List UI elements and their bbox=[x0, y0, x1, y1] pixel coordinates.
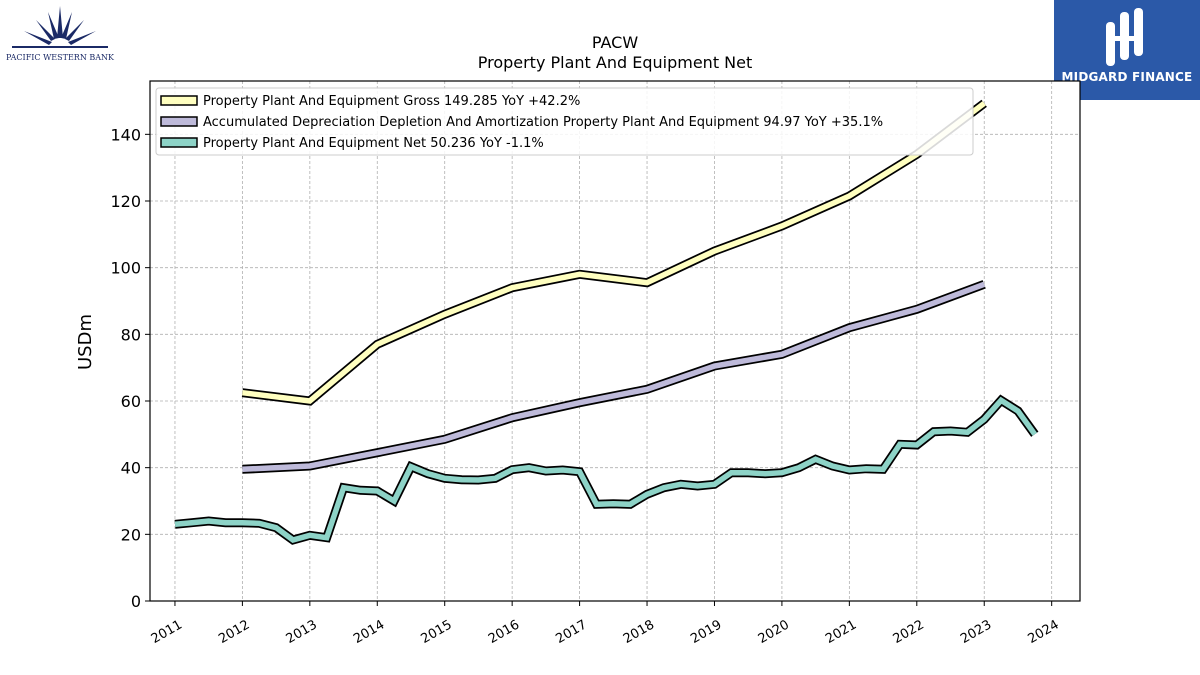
x-tick-label: 2014 bbox=[351, 617, 387, 647]
y-tick-label: 20 bbox=[121, 525, 141, 544]
pacific-western-bank-logo bbox=[12, 6, 108, 48]
x-tick-label: 2016 bbox=[486, 617, 522, 647]
series-line-1 bbox=[242, 101, 986, 404]
legend-entry: Accumulated Depreciation Depletion And A… bbox=[203, 115, 883, 130]
chart-subtitle: Property Plant And Equipment Net bbox=[477, 53, 753, 72]
y-tick-label: 80 bbox=[121, 325, 141, 344]
x-tick-label: 2018 bbox=[621, 617, 657, 647]
x-tick-label: 2021 bbox=[823, 617, 859, 647]
y-tick-label: 120 bbox=[110, 192, 141, 211]
plot-background bbox=[150, 81, 1080, 601]
legend-box bbox=[155, 87, 974, 156]
y-tick-label: 140 bbox=[110, 125, 141, 144]
x-tick-label: 2013 bbox=[284, 617, 320, 647]
legend-entry: Property Plant And Equipment Gross 149.2… bbox=[203, 94, 580, 109]
legend-swatch bbox=[160, 95, 198, 106]
x-tick-label: 2012 bbox=[216, 617, 252, 647]
left-logo-text: PACIFIC WESTERN BANK bbox=[6, 53, 114, 62]
x-tick-label: 2015 bbox=[419, 617, 455, 647]
y-tick-label: 100 bbox=[110, 259, 141, 278]
x-tick-label: 2023 bbox=[958, 617, 994, 647]
y-tick-label: 0 bbox=[131, 592, 141, 611]
x-tick-label: 2022 bbox=[891, 617, 927, 647]
series-line-3 bbox=[174, 396, 1038, 544]
legend-swatch bbox=[160, 116, 198, 127]
chart-title: PACW bbox=[591, 33, 639, 52]
right-logo-text: MIDGARD FINANCE bbox=[1061, 70, 1193, 84]
x-tick-label: 2017 bbox=[553, 617, 589, 647]
y-tick-label: 40 bbox=[121, 459, 141, 478]
y-tick-label: 60 bbox=[121, 392, 141, 411]
y-axis-label: USDm bbox=[75, 314, 96, 370]
x-tick-label: 2024 bbox=[1026, 617, 1062, 647]
series-line-2 bbox=[242, 281, 986, 473]
legend: Property Plant And Equipment Gross 149.2… bbox=[155, 87, 974, 156]
x-tick-label: 2019 bbox=[688, 617, 724, 647]
midgard-emblem-icon bbox=[1106, 8, 1143, 66]
legend-swatch bbox=[160, 137, 198, 148]
plot-frame bbox=[149, 80, 1081, 602]
x-tick-label: 2011 bbox=[149, 617, 185, 647]
legend-entry: Property Plant And Equipment Net 50.236 … bbox=[203, 136, 544, 151]
x-tick-label: 2020 bbox=[756, 617, 792, 647]
